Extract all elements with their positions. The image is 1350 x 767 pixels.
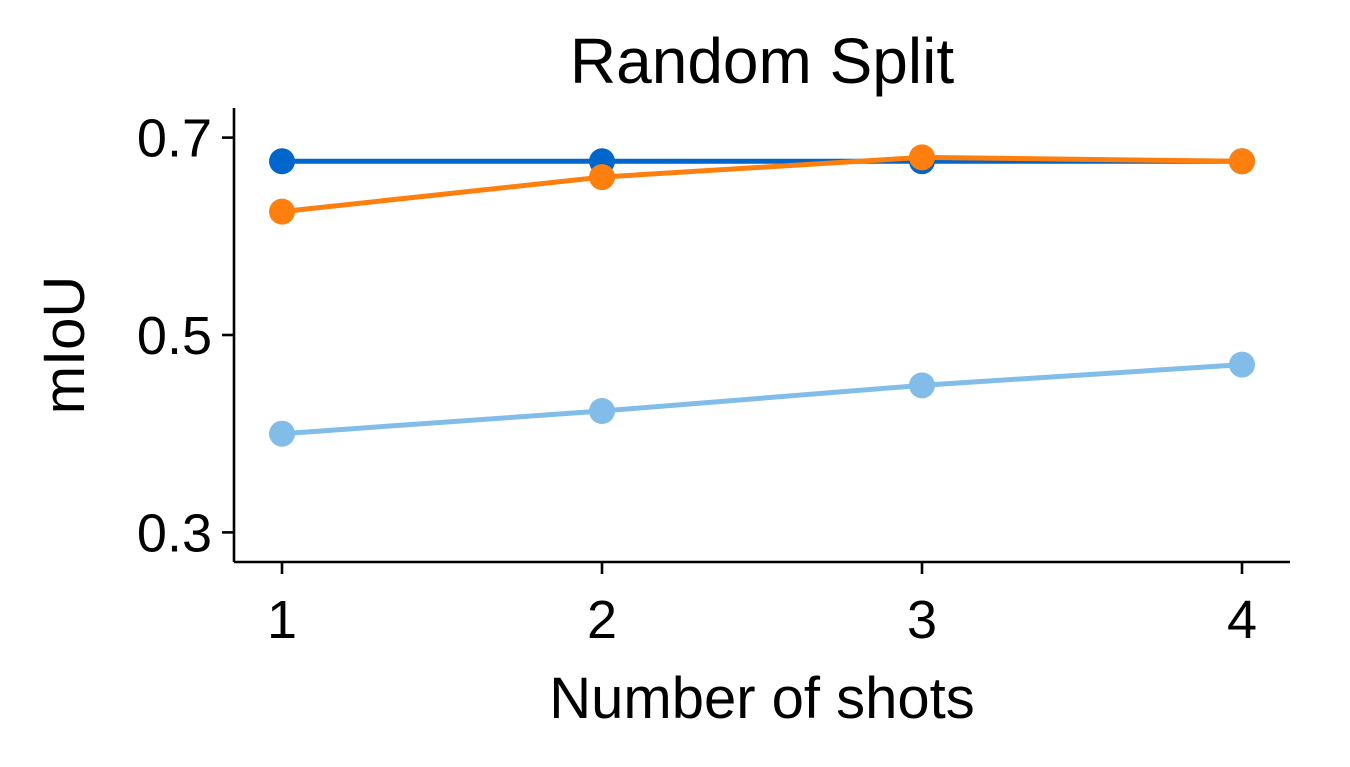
x-tick-label: 4	[1227, 590, 1257, 650]
data-point	[269, 420, 295, 447]
data-point	[909, 372, 935, 399]
series-line	[279, 362, 1245, 437]
series-line	[279, 154, 1245, 215]
series-group	[269, 144, 1255, 447]
y-tick-label: 0.3	[137, 503, 212, 563]
y-tick-label: 0.5	[137, 306, 212, 366]
x-tick-label: 2	[587, 590, 617, 650]
data-point	[909, 144, 935, 171]
x-ticks: 1 2 3 4	[267, 562, 1257, 650]
axes	[232, 108, 1290, 564]
data-point	[269, 148, 295, 175]
data-point	[1229, 351, 1255, 378]
x-tick-label: 1	[267, 590, 297, 650]
data-point	[1229, 148, 1255, 175]
series-2	[269, 144, 1255, 225]
y-ticks: 0.3 0.5 0.7	[137, 109, 234, 563]
series-3	[269, 351, 1255, 447]
x-axis-label: Number of shots	[549, 666, 975, 731]
data-point	[589, 164, 615, 191]
x-tick-label: 3	[907, 590, 937, 650]
data-point	[269, 198, 295, 225]
data-point	[589, 397, 615, 424]
chart-title: Random Split	[570, 25, 954, 97]
y-tick-label: 0.7	[137, 109, 212, 169]
y-axis-label: mIoU	[32, 276, 97, 415]
